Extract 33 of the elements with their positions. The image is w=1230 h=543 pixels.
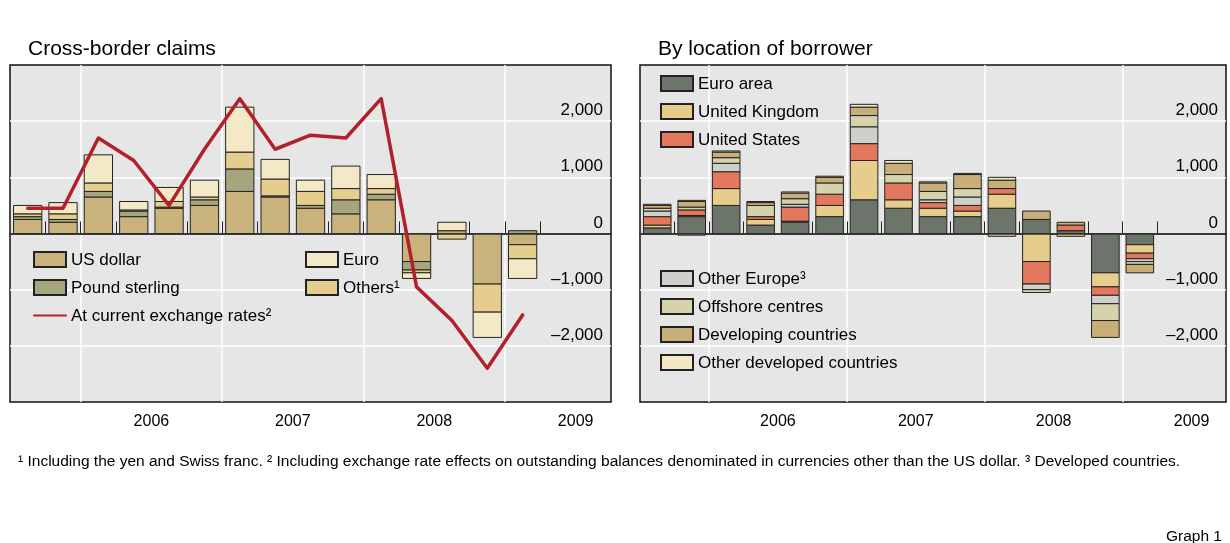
x-tick-label: 2009 (557, 411, 594, 429)
text: ¹ Including the yen and Swiss franc. ² Including exchange rate effects on outstanding balances denominated in currencies other than the US dollar. ³ Developed countries. (18, 451, 1182, 471)
y-tick-label: 2,000 (560, 100, 603, 120)
legend-label: Euro (343, 250, 379, 269)
x-tick-label: 2007 (897, 411, 934, 429)
y-tick-label: 0 (1208, 212, 1218, 232)
legend-label: Pound sterling (71, 278, 180, 297)
y-tick-label: 1,000 (1175, 156, 1218, 176)
x-tick-label: 2006 (133, 411, 170, 429)
legend-label: At current exchange rates² (71, 306, 272, 325)
y-tick-label: 2,000 (1175, 100, 1218, 120)
y-tick-label: –2,000 (551, 324, 603, 344)
legend-label: Other Europe³ (698, 269, 807, 288)
x-tick-label: 2006 (760, 411, 796, 429)
y-tick-label: 1,000 (560, 156, 603, 176)
x-tick-label: 2008 (416, 411, 453, 429)
y-tick-label: –2,000 (1166, 324, 1218, 344)
legend-label: Other developed countries (698, 353, 898, 372)
x-tick-label: 2007 (275, 411, 311, 429)
legend-label: US dollar (71, 250, 142, 269)
x-tick-label: 2009 (1173, 411, 1210, 429)
x-tick-label: 2008 (1035, 411, 1072, 429)
y-tick-label: 0 (593, 212, 603, 232)
legend-label: Offshore centres (698, 297, 824, 316)
legend-label: Developing countries (698, 325, 857, 344)
legend-label: United Kingdom (698, 102, 819, 121)
y-tick-label: –1,000 (1166, 268, 1218, 288)
legend-label: Euro area (698, 74, 774, 93)
chart-title: Cross-border claims (28, 36, 216, 59)
legend-label: United States (698, 130, 801, 149)
legend-label: Others¹ (343, 278, 401, 297)
y-tick-label: –1,000 (551, 268, 603, 288)
chart-title: By location of borrower (658, 36, 873, 59)
